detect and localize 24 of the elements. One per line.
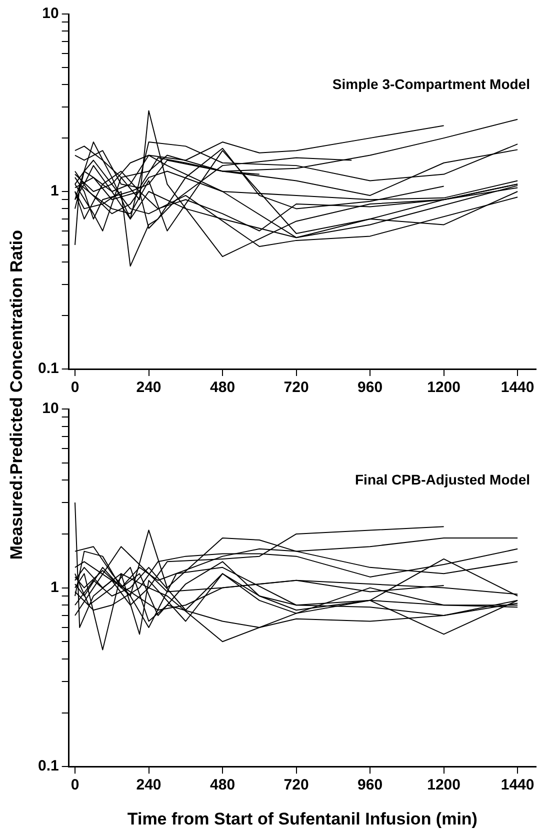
x-tick-label: 960 [358, 776, 383, 794]
y-tick-label: 10 [42, 5, 59, 22]
x-tick-label: 720 [284, 379, 309, 396]
y-tick-label: 1 [50, 182, 59, 200]
y-tick-label: 0.1 [38, 758, 59, 775]
x-tick-label: 240 [136, 379, 162, 396]
annotation: Simple 3-Compartment Model [332, 76, 530, 92]
x-tick-label: 0 [70, 379, 80, 396]
x-tick-label: 720 [284, 776, 309, 794]
x-tick-label: 240 [136, 776, 162, 794]
annotation: Final CPB-Adjusted Model [355, 471, 530, 488]
y-tick-label: 0.1 [38, 360, 59, 378]
x-tick-label: 1200 [427, 776, 460, 794]
x-tick-label: 1440 [500, 776, 534, 794]
y-axis-title: Measured:Predicted Concentration Ratio [7, 230, 27, 560]
x-tick-label: 1200 [427, 379, 460, 396]
x-axis-title: Time from Start of Sufentanil Infusion (min) [127, 809, 478, 828]
x-tick-label: 480 [210, 776, 236, 794]
y-tick-label: 1 [50, 578, 59, 596]
x-tick-label: 960 [358, 379, 383, 396]
x-tick-label: 0 [70, 776, 80, 794]
x-tick-label: 1440 [500, 379, 534, 396]
y-tick-label: 10 [42, 400, 59, 418]
x-tick-label: 480 [210, 379, 236, 396]
